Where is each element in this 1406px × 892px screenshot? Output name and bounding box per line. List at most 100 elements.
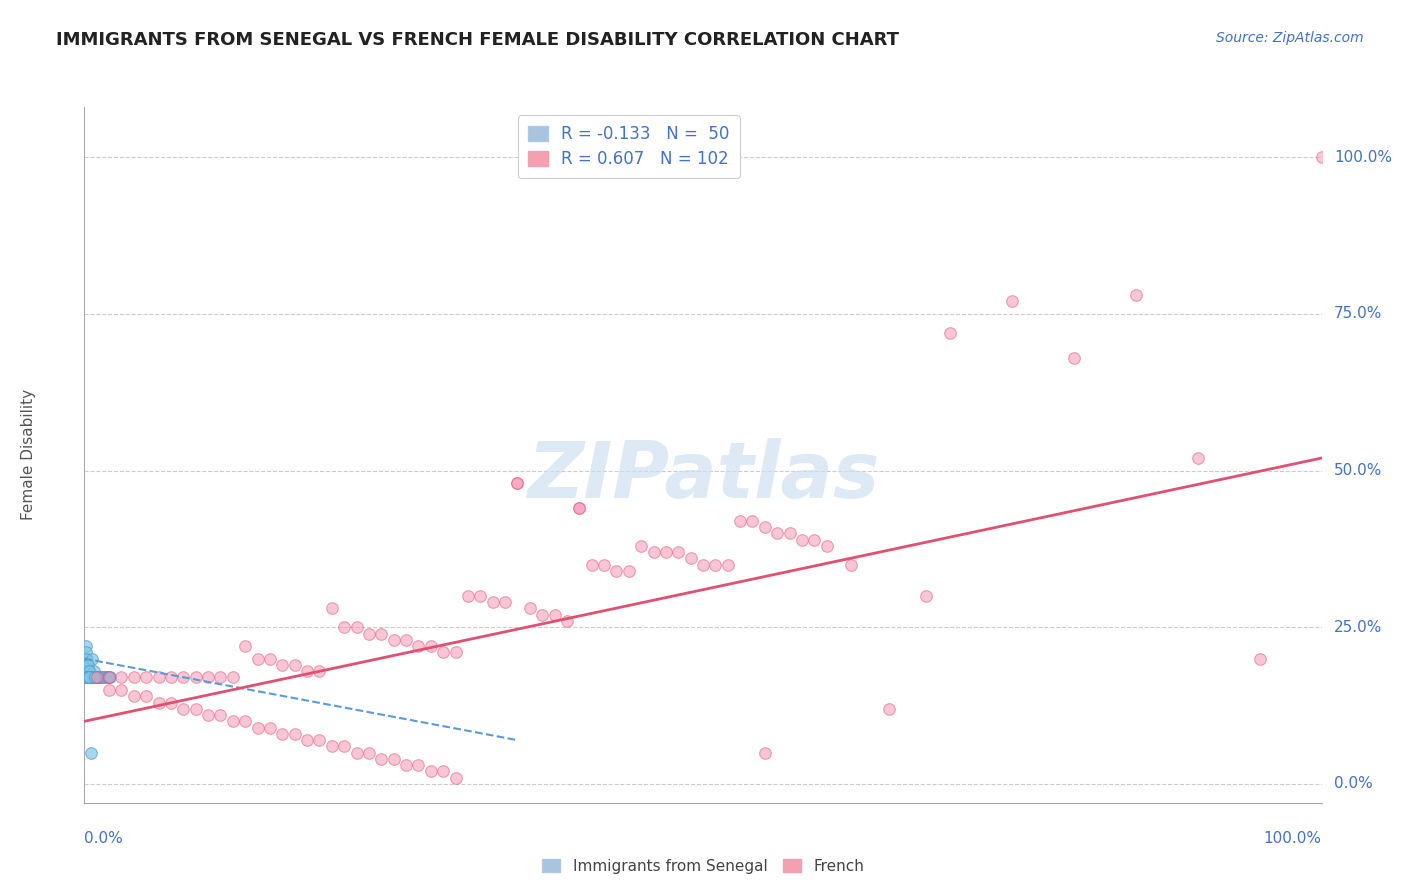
Point <box>568 501 591 516</box>
Point <box>222 670 245 684</box>
Text: 0.0%: 0.0% <box>1334 777 1372 791</box>
Point <box>148 696 170 710</box>
Point <box>84 670 107 684</box>
Point <box>815 539 838 553</box>
Point <box>79 670 101 684</box>
Point <box>481 595 503 609</box>
Point <box>80 670 103 684</box>
Text: 50.0%: 50.0% <box>1334 463 1382 478</box>
Point <box>357 746 380 760</box>
Point <box>408 758 430 772</box>
Text: 100.0%: 100.0% <box>1264 830 1322 846</box>
Point <box>83 664 105 678</box>
Text: ZIPatlas: ZIPatlas <box>527 438 879 514</box>
Point <box>779 526 801 541</box>
Point <box>395 632 418 647</box>
Point <box>877 702 900 716</box>
Point <box>543 607 565 622</box>
Point <box>79 664 101 678</box>
Point <box>295 664 318 678</box>
Point <box>333 739 356 754</box>
Point <box>346 620 368 634</box>
Point <box>87 670 110 684</box>
Point <box>75 639 97 653</box>
Point <box>184 670 207 684</box>
Point <box>1125 288 1147 302</box>
Text: IMMIGRANTS FROM SENEGAL VS FRENCH FEMALE DISABILITY CORRELATION CHART: IMMIGRANTS FROM SENEGAL VS FRENCH FEMALE… <box>56 31 900 49</box>
Point <box>382 632 405 647</box>
Point <box>382 752 405 766</box>
Point <box>197 708 219 723</box>
Point <box>605 564 627 578</box>
Point <box>271 657 294 672</box>
Point <box>80 651 103 665</box>
Point <box>568 501 591 516</box>
Point <box>346 746 368 760</box>
Point <box>93 670 115 684</box>
Point <box>172 702 194 716</box>
Point <box>98 683 121 698</box>
Point <box>184 702 207 716</box>
Point <box>519 601 541 615</box>
Point <box>135 690 157 704</box>
Point <box>1249 651 1271 665</box>
Text: 75.0%: 75.0% <box>1334 306 1382 321</box>
Point <box>76 670 98 684</box>
Point <box>122 690 145 704</box>
Point <box>79 670 101 684</box>
Point <box>419 764 441 779</box>
Point <box>790 533 813 547</box>
Point <box>110 670 132 684</box>
Point <box>841 558 863 572</box>
Point <box>655 545 678 559</box>
Point <box>75 664 97 678</box>
Point <box>110 683 132 698</box>
Point <box>77 657 100 672</box>
Point <box>86 670 108 684</box>
Point <box>90 670 112 684</box>
Point <box>419 639 441 653</box>
Point <box>494 595 516 609</box>
Point <box>939 326 962 340</box>
Point <box>704 558 727 572</box>
Point <box>75 645 97 659</box>
Point <box>80 670 103 684</box>
Point <box>617 564 640 578</box>
Point <box>432 764 454 779</box>
Point <box>79 746 101 760</box>
Point <box>506 476 529 491</box>
Point <box>271 727 294 741</box>
Point <box>76 670 98 684</box>
Point <box>94 670 117 684</box>
Point <box>222 714 245 729</box>
Point <box>284 727 307 741</box>
Point <box>470 589 492 603</box>
Point <box>308 733 330 747</box>
Point <box>321 739 343 754</box>
Point <box>754 746 776 760</box>
Legend: Immigrants from Senegal, French: Immigrants from Senegal, French <box>536 853 870 880</box>
Point <box>77 657 100 672</box>
Point <box>77 670 100 684</box>
Point <box>357 626 380 640</box>
Point <box>91 670 114 684</box>
Point <box>914 589 936 603</box>
Point <box>444 771 467 785</box>
Point <box>98 670 121 684</box>
Point <box>77 670 100 684</box>
Point <box>83 670 105 684</box>
Point <box>666 545 689 559</box>
Point <box>172 670 194 684</box>
Point <box>246 721 269 735</box>
Point <box>84 670 107 684</box>
Point <box>122 670 145 684</box>
Point <box>82 670 104 684</box>
Point <box>76 657 98 672</box>
Point <box>754 520 776 534</box>
Text: 25.0%: 25.0% <box>1334 620 1382 635</box>
Point <box>555 614 578 628</box>
Point <box>197 670 219 684</box>
Point <box>766 526 789 541</box>
Point <box>246 651 269 665</box>
Point <box>1063 351 1085 365</box>
